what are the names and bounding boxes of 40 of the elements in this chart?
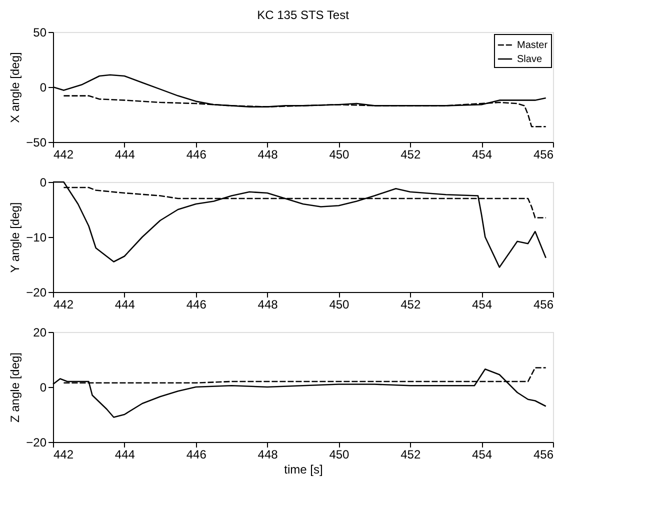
x-tick-label: 454 [472,298,492,312]
x-tick-label: 456 [533,298,554,312]
x-tick-label: 444 [114,148,136,162]
x-tick-label: 454 [472,448,492,462]
y-tick-label: 50 [33,26,47,40]
legend-label: Master [517,40,548,51]
x-tick-label: 448 [258,148,278,162]
y-axis-title: Y angle [deg] [8,202,22,273]
x-tick-label: 446 [186,448,207,462]
x-tick-label: 450 [329,148,350,162]
y-tick-label: −20 [26,436,47,450]
x-tick-label: 446 [186,148,207,162]
y-tick-label: −50 [26,136,47,150]
y-tick-label: 0 [40,176,47,190]
x-tick-label: 442 [54,148,74,162]
x-tick-label: 442 [54,298,74,312]
x-tick-label: 452 [400,298,421,312]
legend-label: Slave [517,54,542,65]
x-tick-label: 454 [472,148,492,162]
x-tick-label: 456 [533,448,554,462]
chart-title: KC 135 STS Test [257,8,350,22]
x-axis-title: time [s] [284,462,323,476]
x-tick-label: 448 [258,298,278,312]
y-axis-title: X angle [deg] [8,52,22,123]
y-tick-label: −20 [26,286,47,300]
y-tick-label: 0 [40,380,47,394]
x-tick-label: 442 [54,448,74,462]
x-tick-label: 452 [400,148,421,162]
x-tick-label: 446 [186,298,207,312]
y-axis-title: Z angle [deg] [8,352,22,423]
x-tick-label: 444 [114,298,136,312]
x-tick-label: 456 [533,148,554,162]
y-tick-label: 20 [33,326,47,340]
x-tick-label: 444 [114,448,136,462]
y-tick-label: 0 [40,80,47,94]
y-tick-label: −10 [26,230,47,244]
x-tick-label: 452 [400,448,421,462]
x-tick-label: 450 [329,448,350,462]
x-tick-label: 448 [258,448,278,462]
x-tick-label: 450 [329,298,350,312]
